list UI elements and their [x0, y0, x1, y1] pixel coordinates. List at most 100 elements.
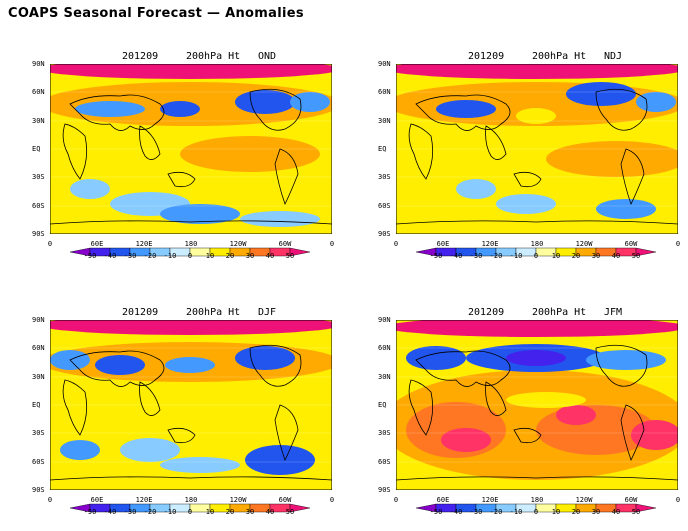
- colorbar-tick-label: 20: [571, 252, 581, 260]
- lat-tick-label: 90S: [32, 230, 45, 238]
- anomaly-contour-5: [165, 357, 215, 373]
- colorbar-tick-label: 40: [611, 508, 621, 516]
- lat-tick-label: 60S: [378, 457, 391, 466]
- colorbar-tick-label: -20: [143, 252, 157, 260]
- coastline-6: [396, 220, 678, 225]
- colorbar-swatches: [69, 503, 311, 513]
- colorbar: -50 -40 -30 -20 -10 0 10 20 30 40 50: [40, 498, 340, 517]
- colorbar-swatches: [69, 247, 311, 257]
- colorbar-tick-label: -10: [509, 252, 523, 260]
- lon-tick-label: 0: [393, 240, 399, 248]
- coastline-2: [485, 381, 507, 416]
- lat-tick-label: 30N: [32, 116, 45, 125]
- colorbar-tick-label: -20: [143, 508, 157, 516]
- lon-tick-label: 0: [329, 496, 335, 504]
- coastline-2: [485, 125, 507, 160]
- colorbar-tick-label: -30: [123, 508, 137, 516]
- panel-header: 201209 200hPa Ht DJF: [40, 306, 340, 320]
- lon-tick-label: 0: [47, 496, 53, 504]
- colorbar-tick-label: 10: [551, 252, 561, 260]
- coastline-1: [62, 123, 88, 180]
- forecast-panel-ndj: 201209 200hPa Ht NDJ 90N 60N 30N EQ 30S 60S 90S 0 6…: [378, 50, 686, 260]
- anomaly-contour-6: [235, 346, 295, 370]
- forecast-panel-djf: 201209 200hPa Ht DJF 90N 60N 30N EQ 30S 60S 90S 0 6…: [32, 306, 340, 517]
- lat-tick-label: 90N: [32, 316, 45, 324]
- lon-tick-label: 0: [393, 496, 399, 504]
- anomaly-contour-10: [60, 440, 100, 460]
- colorbar-tick-label: 40: [265, 508, 275, 516]
- colorbar-tick-label: 10: [551, 508, 561, 516]
- lat-tick-label: 60S: [32, 457, 45, 466]
- lon-tick-label: 60W: [624, 240, 638, 248]
- panel-variable: 200hPa Ht: [532, 307, 587, 318]
- page-title: COAPS Seasonal Forecast — Anomalies: [8, 6, 304, 21]
- anomaly-contour-8: [456, 179, 496, 199]
- map-canvas: [395, 63, 679, 235]
- lat-tick-label: 90N: [32, 60, 45, 68]
- colorbar-swatch-11: [635, 247, 657, 257]
- colorbar-swatches: [415, 247, 657, 257]
- colorbar-tick-label: -40: [103, 252, 117, 260]
- lat-tick-label: 30S: [378, 173, 391, 182]
- panel-season: JFM: [604, 307, 623, 318]
- colorbar: -50 -40 -30 -20 -10 0 10 20 30 40 50: [40, 242, 340, 261]
- anomaly-contour-6: [586, 350, 666, 370]
- colorbar-swatch-11: [635, 503, 657, 513]
- colorbar-tick-label: -20: [489, 508, 503, 516]
- panel-variable: 200hPa Ht: [186, 51, 241, 62]
- coastline-0: [415, 350, 511, 387]
- panel-date: 201209: [122, 51, 159, 62]
- lon-tick-label: 0: [675, 496, 681, 504]
- lon-tick-label: 60E: [90, 240, 104, 248]
- lon-tick-label: 60W: [624, 496, 638, 504]
- colorbar-tick-label: 0: [187, 508, 193, 516]
- anomaly-contour-2: [180, 136, 320, 172]
- lat-tick-label: 30N: [378, 116, 391, 125]
- lat-tick-label: 60S: [32, 201, 45, 210]
- colorbar-tick-label: -50: [429, 252, 443, 260]
- coastline-1: [408, 379, 434, 436]
- colorbar-tick-label: -30: [469, 252, 483, 260]
- lat-tick-label: EQ: [32, 145, 41, 153]
- colorbar-swatch-11: [289, 503, 311, 513]
- anomaly-contour-11: [506, 392, 586, 408]
- colorbar-tick-label: 30: [245, 252, 255, 260]
- lon-tick-label: 120E: [481, 240, 499, 248]
- anomaly-contour-11: [70, 179, 110, 199]
- colorbar-tick-label: -30: [469, 508, 483, 516]
- anomaly-contour-5: [516, 108, 556, 124]
- colorbar-tick-label: 10: [205, 252, 215, 260]
- lat-tick-label: 90S: [32, 486, 45, 494]
- panel-header: 201209 200hPa Ht NDJ: [386, 50, 686, 64]
- coastline-0: [69, 350, 165, 387]
- colorbar-tick-label: -50: [83, 252, 97, 260]
- panel-date: 201209: [468, 51, 505, 62]
- map-canvas: [49, 63, 333, 235]
- colorbar-tick-label: 0: [187, 252, 193, 260]
- lat-tick-label: 90N: [378, 316, 391, 324]
- colorbar-tick-label: 50: [631, 508, 641, 516]
- colorbar-swatches: [415, 503, 657, 513]
- lat-tick-label: 60N: [378, 88, 391, 97]
- lon-tick-label: 60W: [278, 240, 292, 248]
- lon-tick-label: 60W: [278, 496, 292, 504]
- lon-tick-label: 180: [530, 496, 544, 504]
- colorbar-tick-label: -40: [449, 252, 463, 260]
- anomaly-contour-9: [245, 445, 315, 475]
- anomaly-contour-5: [235, 90, 295, 114]
- lat-tick-label: 30S: [32, 429, 45, 438]
- lat-tick-label: 60N: [32, 344, 45, 353]
- coastline-3: [167, 427, 196, 444]
- coastline-3: [513, 427, 542, 444]
- colorbar-tick-label: 10: [205, 508, 215, 516]
- colorbar-tick-label: 50: [285, 252, 295, 260]
- colorbar-tick-label: -10: [509, 508, 523, 516]
- lat-tick-label: 90S: [378, 486, 391, 494]
- lat-tick-label: 30N: [378, 372, 391, 381]
- colorbar-tick-label: 0: [533, 252, 539, 260]
- coastline-1: [62, 379, 88, 436]
- panel-season: NDJ: [604, 51, 623, 62]
- lon-tick-label: 180: [530, 240, 544, 248]
- lat-tick-label: EQ: [378, 401, 387, 409]
- lon-tick-label: 120E: [135, 240, 153, 248]
